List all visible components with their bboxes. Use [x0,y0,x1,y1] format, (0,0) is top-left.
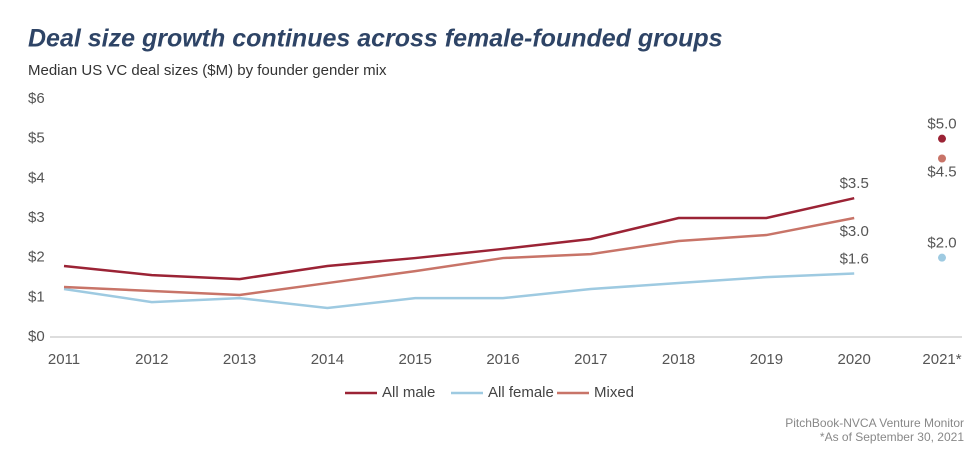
line [63,272,855,310]
data-label: $4.5 [927,163,956,180]
y-tick-label: $3 [28,209,45,226]
y-tick-label: $2 [28,249,45,266]
x-tick-label: 2021* [922,351,961,368]
y-tick-label: $4 [28,169,45,186]
x-tick-label: 2017 [574,351,607,368]
line [63,216,855,297]
data-label: $3.0 [840,223,869,240]
x-tick-label: 2013 [223,351,256,368]
x-tick-label: 2018 [662,351,695,368]
data-label: $1.6 [840,251,869,268]
y-tick-label: $5 [28,130,45,147]
chart-title: Deal size growth continues across female… [28,25,723,53]
point [938,154,946,163]
source: PitchBook-NVCA Venture Monitor [785,416,964,430]
point [938,253,946,262]
x-tick-label: 2011 [48,351,80,368]
legend-label: All male [382,384,435,401]
footnote: *As of September 30, 2021 [820,430,964,444]
legend-label: Mixed [594,384,634,401]
chart-subtitle: Median US VC deal sizes ($M) by founder … [28,62,387,79]
y-tick-label: $6 [28,90,45,107]
x-tick-label: 2012 [135,351,168,368]
legend-label: All female [488,384,554,401]
data-label: $3.5 [840,175,869,192]
data-label: $2.0 [927,235,956,252]
y-tick-label: $0 [28,328,45,345]
x-tick-label: 2019 [750,351,783,368]
y-tick-label: $1 [28,288,45,305]
x-tick-label: 2015 [399,351,432,368]
point [938,134,946,143]
x-tick-label: 2016 [486,351,519,368]
data-label: $5.0 [927,116,956,133]
x-tick-label: 2014 [311,351,344,368]
line [63,196,855,281]
x-tick-label: 2020 [838,351,871,368]
